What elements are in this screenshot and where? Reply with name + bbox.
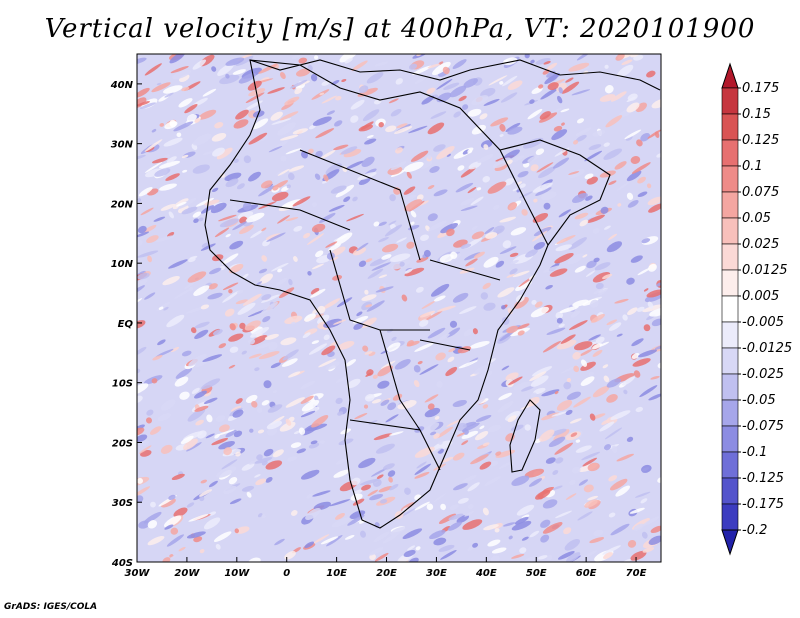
y-axis: 40N 30N 20N 10N EQ 10S 20S 30S 40S xyxy=(110,80,142,569)
colorbar-swatch xyxy=(721,503,739,531)
colorbar-label: 0.05 xyxy=(742,211,771,226)
x-tick-label: 40E xyxy=(475,568,497,579)
x-tick-label: 10W xyxy=(224,568,250,579)
europe-outline xyxy=(249,59,661,91)
y-tick-label: 20S xyxy=(112,438,133,449)
colorbar-swatch xyxy=(721,321,739,349)
x-axis: 30W 20W 10W 0 10E 20E 30E 40E 50E 60E 70E xyxy=(125,557,647,579)
colorbar-label: 0.125 xyxy=(742,133,779,148)
colorbar-label: -0.05 xyxy=(742,393,776,408)
colorbar-label: 0.15 xyxy=(742,107,771,122)
velocity-field xyxy=(137,54,661,562)
colorbar-label: 0.005 xyxy=(742,289,779,304)
x-tick-label: 20E xyxy=(376,568,397,579)
colorbar-swatch xyxy=(721,295,739,323)
colorbar-swatch xyxy=(721,243,739,271)
y-tick-label: 40S xyxy=(111,558,133,569)
colorbar-label: -0.005 xyxy=(742,315,784,330)
y-tick-label: EQ xyxy=(118,319,134,330)
colorbar-label: -0.2 xyxy=(742,523,767,538)
x-tick-label: 30W xyxy=(125,568,151,579)
colorbar-bottom-arrow xyxy=(721,529,739,556)
x-tick-label: 30E xyxy=(426,568,447,579)
colorbar-label: -0.125 xyxy=(742,471,784,486)
colorbar-top-arrow xyxy=(721,62,739,89)
x-tick-label: 10E xyxy=(326,568,347,579)
colorbar-label: 0.075 xyxy=(742,185,779,200)
colorbar-swatch xyxy=(721,191,739,219)
colorbar-label: 0.175 xyxy=(742,81,779,96)
arabia-outline xyxy=(499,139,611,246)
colorbar-swatch xyxy=(721,477,739,505)
colorbar-swatch xyxy=(721,373,739,401)
africa-outline xyxy=(204,59,549,529)
colorbar-swatch xyxy=(721,87,739,115)
colorbar-label: -0.175 xyxy=(742,497,784,512)
colorbar-swatch xyxy=(721,113,739,141)
y-tick-label: 30N xyxy=(111,140,134,151)
colorbar-label: -0.075 xyxy=(742,419,784,434)
colorbar: 0.175 0.15 0.125 0.1 0.075 0.05 0.025 0.0125 0.0… xyxy=(721,62,792,556)
colorbar-swatch xyxy=(721,347,739,375)
coastlines xyxy=(204,59,661,529)
colorbar-label: -0.1 xyxy=(742,445,767,460)
colorbar-label: 0.0125 xyxy=(742,263,788,278)
colorbar-label: -0.0125 xyxy=(742,341,792,356)
y-tick-label: 10S xyxy=(112,379,133,390)
madagascar-outline xyxy=(509,399,541,473)
y-tick-label: 30S xyxy=(112,498,133,509)
colorbar-label: -0.025 xyxy=(742,367,784,382)
colorbar-swatch xyxy=(721,399,739,427)
colorbar-swatch xyxy=(721,139,739,167)
x-tick-label: 20W xyxy=(174,568,200,579)
x-tick-label: 0 xyxy=(283,568,290,579)
x-tick-label: 50E xyxy=(526,568,547,579)
x-tick-label: 60E xyxy=(576,568,597,579)
y-tick-label: 40N xyxy=(110,80,134,91)
colorbar-label: 0.025 xyxy=(742,237,779,252)
colorbar-label: 0.1 xyxy=(742,159,763,174)
map-title: Vertical velocity [m/s] at 400hPa, VT: 2… xyxy=(44,14,756,44)
y-tick-label: 20N xyxy=(111,199,134,210)
plot-frame xyxy=(136,53,662,563)
x-tick-label: 70E xyxy=(626,568,647,579)
colorbar-swatch xyxy=(721,425,739,453)
colorbar-swatch xyxy=(721,165,739,193)
colorbar-swatch xyxy=(721,217,739,245)
colorbar-swatch xyxy=(721,269,739,297)
colorbar-swatch xyxy=(721,451,739,479)
y-tick-label: 10N xyxy=(111,259,134,270)
credit-label: GrADS: IGES/COLA xyxy=(4,602,98,612)
internal-borders xyxy=(229,149,501,471)
